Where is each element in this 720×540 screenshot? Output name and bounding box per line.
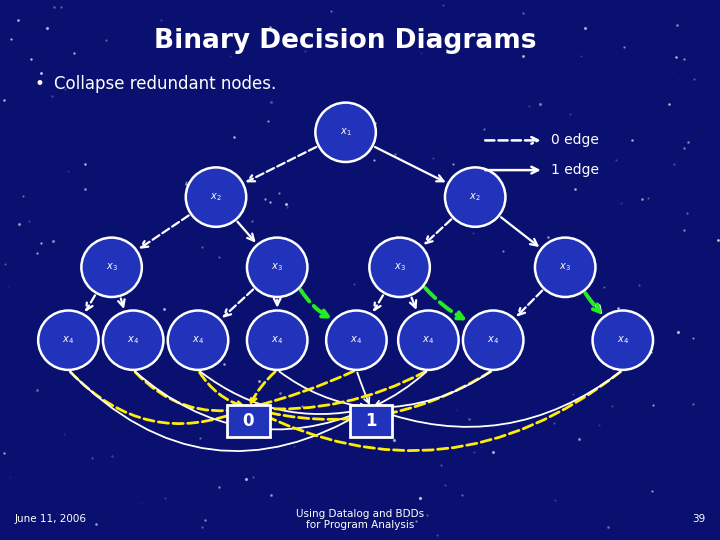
Ellipse shape	[186, 167, 246, 227]
Text: $x_4$: $x_4$	[423, 334, 434, 346]
Text: $x_4$: $x_4$	[127, 334, 139, 346]
Text: $x_2$: $x_2$	[469, 191, 481, 203]
Text: $x_4$: $x_4$	[271, 334, 283, 346]
Ellipse shape	[445, 167, 505, 227]
Text: •: •	[35, 75, 45, 93]
Text: 1 edge: 1 edge	[551, 163, 599, 177]
Ellipse shape	[463, 310, 523, 370]
Text: $x_4$: $x_4$	[487, 334, 499, 346]
Text: $x_2$: $x_2$	[210, 191, 222, 203]
Text: June 11, 2006: June 11, 2006	[14, 515, 86, 524]
Text: Using Datalog and BDDs
for Program Analysis: Using Datalog and BDDs for Program Analy…	[296, 509, 424, 530]
Text: 0 edge: 0 edge	[551, 133, 598, 147]
Ellipse shape	[535, 238, 595, 297]
Ellipse shape	[38, 310, 99, 370]
FancyBboxPatch shape	[227, 405, 269, 437]
Ellipse shape	[369, 238, 430, 297]
Text: $x_3$: $x_3$	[559, 261, 571, 273]
Ellipse shape	[247, 310, 307, 370]
FancyBboxPatch shape	[350, 405, 392, 437]
Text: 39: 39	[693, 515, 706, 524]
Text: Collapse redundant nodes.: Collapse redundant nodes.	[54, 75, 276, 93]
Ellipse shape	[81, 238, 142, 297]
Text: $x_3$: $x_3$	[271, 261, 283, 273]
Ellipse shape	[168, 310, 228, 370]
Ellipse shape	[593, 310, 653, 370]
Text: $x_1$: $x_1$	[340, 126, 351, 138]
Ellipse shape	[326, 310, 387, 370]
Text: 0: 0	[243, 412, 254, 430]
Text: $x_4$: $x_4$	[351, 334, 362, 346]
Text: 1: 1	[365, 412, 377, 430]
Ellipse shape	[315, 103, 376, 162]
Text: $x_4$: $x_4$	[617, 334, 629, 346]
Ellipse shape	[103, 310, 163, 370]
Text: $x_4$: $x_4$	[192, 334, 204, 346]
Text: Binary Decision Diagrams: Binary Decision Diagrams	[154, 28, 537, 53]
Text: $x_3$: $x_3$	[394, 261, 405, 273]
Text: $x_4$: $x_4$	[63, 334, 74, 346]
Ellipse shape	[247, 238, 307, 297]
Ellipse shape	[398, 310, 459, 370]
Text: $x_3$: $x_3$	[106, 261, 117, 273]
